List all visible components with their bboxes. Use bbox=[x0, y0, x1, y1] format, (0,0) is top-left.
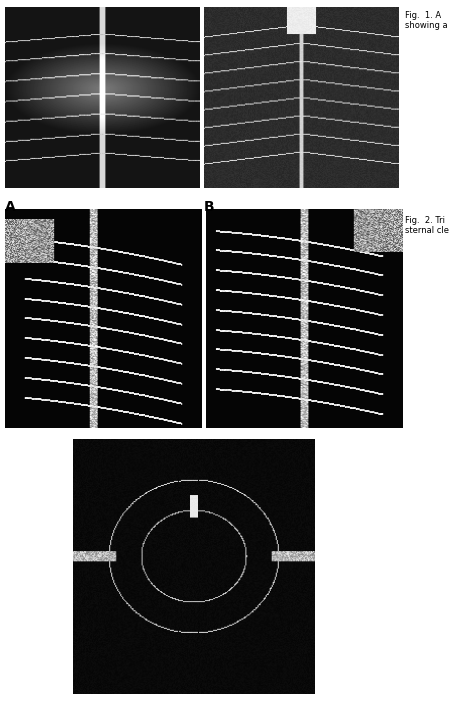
Text: Fig.  2. Tri
sternal cle: Fig. 2. Tri sternal cle bbox=[405, 216, 449, 235]
Text: B: B bbox=[204, 200, 214, 214]
Text: A: A bbox=[5, 200, 16, 214]
Text: Fig.  1. A
showing a: Fig. 1. A showing a bbox=[405, 11, 448, 30]
